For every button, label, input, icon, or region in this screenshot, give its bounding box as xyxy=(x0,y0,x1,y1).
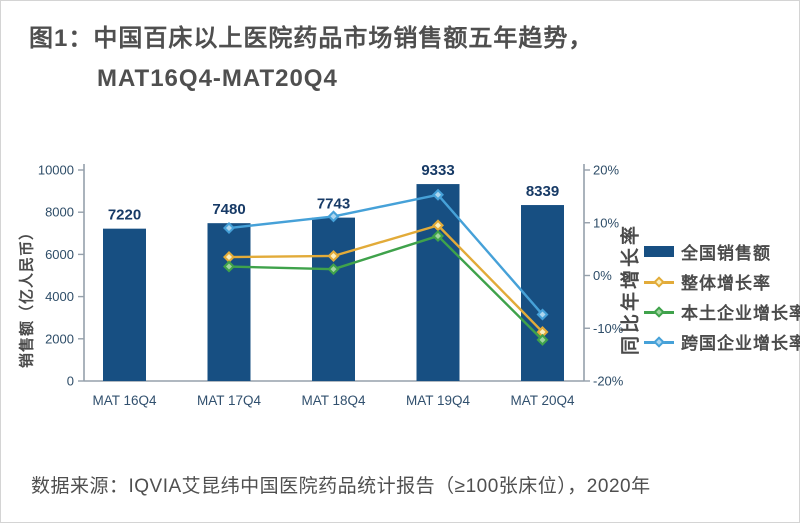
legend-label: 本土企业增长率 xyxy=(681,304,800,323)
line-marker-center xyxy=(330,266,337,273)
growth-line xyxy=(228,224,544,333)
line-marker-center xyxy=(539,336,546,343)
line-diamond-swatch-icon xyxy=(644,335,674,348)
line-marker-center xyxy=(539,328,546,335)
x-axis-category-label: MAT 19Q4 xyxy=(406,393,471,408)
legend-item-overall-growth: 整体增长率 xyxy=(644,271,800,293)
bar-swatch-icon xyxy=(644,246,674,257)
sales-bar xyxy=(312,217,355,381)
legend-label: 全国销售额 xyxy=(681,244,771,263)
chart-legend: 全国销售额 整体增长率 本土企业增长率 跨国企业增长率 xyxy=(644,241,800,353)
line-marker-center xyxy=(435,222,441,229)
line-diamond-swatch-icon xyxy=(644,305,674,318)
line-marker-center xyxy=(226,263,232,270)
bar-value-label: 9333 xyxy=(421,162,454,179)
figure-title-line2: MAT16Q4-MAT20Q4 xyxy=(97,65,338,92)
sales-bar xyxy=(207,223,251,381)
line-marker-center xyxy=(435,191,441,198)
line-marker-center xyxy=(539,311,546,318)
legend-label: 整体增长率 xyxy=(681,274,771,293)
left-axis-tick-label: 6000 xyxy=(45,247,74,262)
line-marker-center xyxy=(226,225,232,232)
figure-title: 图1：中国百床以上医院药品市场销售额五年趋势， MAT16Q4-MAT20Q4 xyxy=(29,19,593,99)
left-axis-title: 销售额（亿人民币） xyxy=(18,223,36,369)
right-axis-tick-label: 10% xyxy=(593,215,619,230)
line-marker-center xyxy=(330,252,337,259)
right-axis-tick-label: -10% xyxy=(593,321,624,336)
legend-item-national-sales: 全国销售额 xyxy=(644,241,800,263)
left-axis-tick-label: 0 xyxy=(67,374,74,389)
left-axis-tick-label: 10000 xyxy=(38,163,74,178)
bar-value-label: 7480 xyxy=(212,201,245,218)
line-diamond-swatch-icon xyxy=(644,275,674,288)
bar-value-label: 7743 xyxy=(317,196,350,213)
growth-line xyxy=(228,234,544,341)
growth-line xyxy=(228,193,544,316)
x-axis-category-label: MAT 18Q4 xyxy=(301,393,366,408)
left-axis-tick-label: 4000 xyxy=(45,289,74,304)
right-axis-tick-label: 0% xyxy=(593,268,612,283)
figure-title-line1: 图1：中国百床以上医院药品市场销售额五年趋势， xyxy=(29,25,594,52)
left-axis-tick-label: 8000 xyxy=(45,205,74,220)
left-axis-tick-label: 2000 xyxy=(45,331,74,346)
data-source-note: 数据来源：IQVIA艾昆纬中国医院药品统计报告（≥100张床位），2020年 xyxy=(31,476,651,497)
x-axis-category-label: MAT 16Q4 xyxy=(92,393,157,408)
x-axis-category-label: MAT 17Q4 xyxy=(197,393,262,408)
bar-value-label: 7220 xyxy=(108,207,141,224)
right-axis-title: 同比年增长率 xyxy=(620,222,642,356)
legend-item-domestic-growth: 本土企业增长率 xyxy=(644,301,800,323)
legend-item-mnc-growth: 跨国企业增长率 xyxy=(644,331,800,353)
x-axis-category-label: MAT 20Q4 xyxy=(510,393,575,408)
right-axis-tick-label: -20% xyxy=(593,374,624,389)
line-marker-center xyxy=(226,254,232,261)
sales-bar xyxy=(103,228,146,381)
legend-label: 跨国企业增长率 xyxy=(681,334,800,353)
sales-bar xyxy=(416,184,460,381)
sales-bar xyxy=(521,205,564,381)
line-marker-center xyxy=(330,213,337,220)
right-axis-tick-label: 20% xyxy=(593,163,619,178)
line-marker-center xyxy=(435,232,441,239)
bar-value-label: 8339 xyxy=(526,183,559,200)
